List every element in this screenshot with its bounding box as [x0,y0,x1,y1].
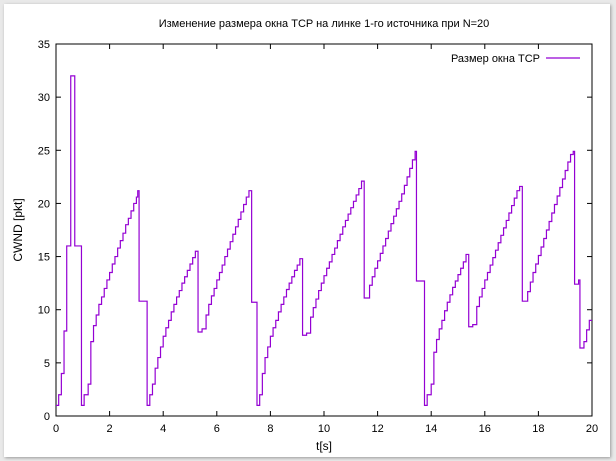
x-tick-label: 2 [107,423,113,435]
x-tick-label: 16 [479,423,491,435]
x-tick-label: 6 [214,423,220,435]
x-tick-label: 14 [425,423,437,435]
chart-frame: 0 2 4 6 8 10 12 14 16 18 20 0 5 10 15 20 25 30 35 Изменени… [4,4,610,457]
y-tick-label: 20 [38,198,50,210]
x-tick-label: 8 [267,423,273,435]
axes-layer: 0 2 4 6 8 10 12 14 16 18 20 0 5 10 15 20 25 30 35 [38,39,598,435]
y-tick-label: 35 [38,39,50,51]
labels-layer: Изменение размера окна TCP на линке 1-го… [11,18,489,453]
chart-canvas: 0 2 4 6 8 10 12 14 16 18 20 0 5 10 15 20 25 30 35 Изменени… [11,18,598,453]
x-axis-label: t[s] [316,439,332,453]
x-tick-label: 20 [586,423,598,435]
y-tick-label: 0 [44,411,50,423]
y-tick-label: 15 [38,252,50,264]
series-line-cwnd [56,75,592,406]
x-tick-label: 10 [318,423,330,435]
x-tick-label: 18 [532,423,544,435]
plot-border [55,43,593,417]
x-tick-label: 12 [371,423,383,435]
legend: Размер окна TCP [451,53,580,65]
y-tick-label: 25 [38,145,50,157]
series-layer [56,75,592,406]
x-tick-label: 4 [160,423,166,435]
x-tick-label: 0 [53,423,59,435]
legend-label: Размер окна TCP [451,53,540,65]
y-axis-label: CWND [pkt] [11,198,25,261]
y-tick-label: 10 [38,305,50,317]
chart-title: Изменение размера окна TCP на линке 1-го… [159,18,490,30]
y-tick-label: 30 [38,92,50,104]
y-tick-label: 5 [44,358,50,370]
